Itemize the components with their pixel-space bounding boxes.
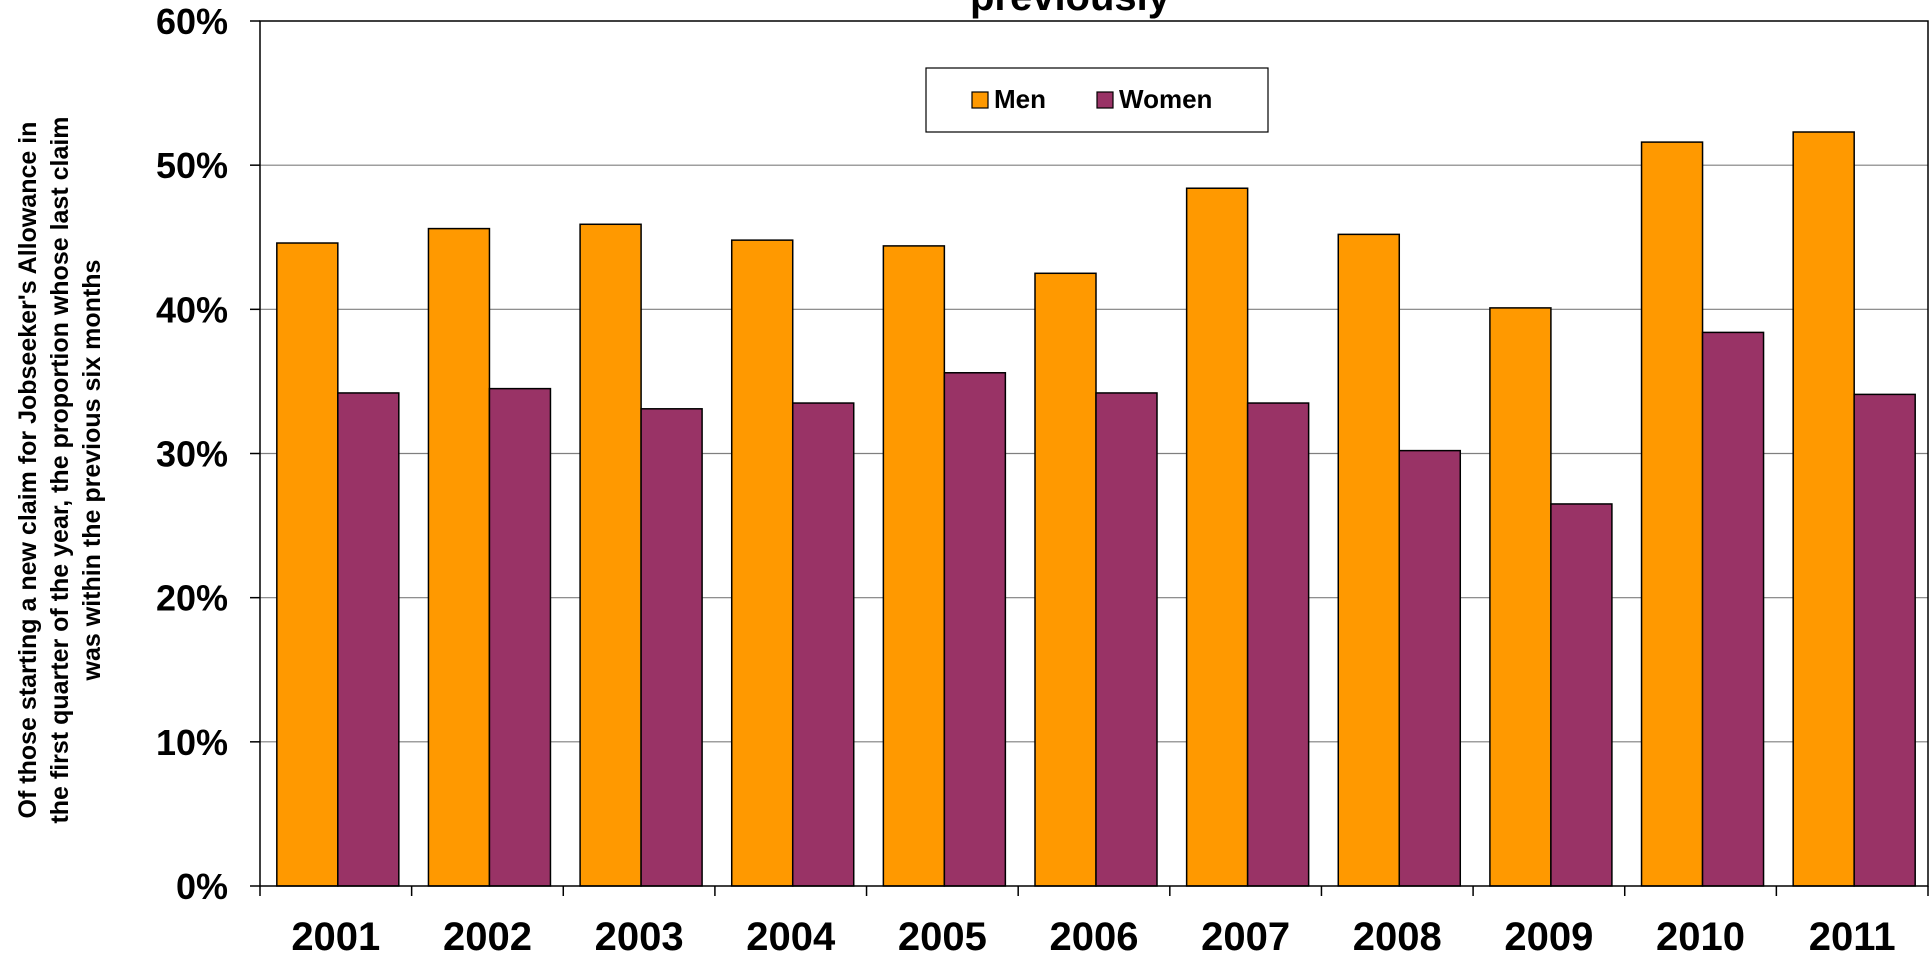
bars: [276, 131, 1916, 887]
y-axis-label-line: was within the previous six months: [78, 260, 106, 682]
chart-title: previously: [970, 0, 1171, 19]
y-tick-label: 0%: [176, 866, 228, 907]
x-tick-label: 2003: [595, 915, 684, 956]
y-axis-label-line: the first quarter of the year, the propo…: [46, 116, 74, 823]
x-tick-label: 2007: [1201, 915, 1290, 956]
legend-label-men: Men: [994, 84, 1046, 114]
bar-men-2007: [1185, 187, 1249, 887]
bar-men-2004: [730, 239, 794, 887]
y-tick-label: 10%: [156, 722, 228, 763]
x-tick-label: 2009: [1504, 915, 1593, 956]
bar-women-2001: [337, 392, 400, 887]
bar-women-2009: [1550, 503, 1613, 887]
legend-swatch-men: [971, 91, 989, 109]
x-tick-label: 2001: [291, 915, 380, 956]
y-tick-label: 20%: [156, 578, 228, 619]
bar-women-2008: [1398, 449, 1462, 887]
bar-men-2008: [1337, 233, 1401, 887]
y-axis-label: Of those starting a new claim for Jobsee…: [14, 116, 106, 823]
bar-women-2005: [943, 372, 1007, 887]
bar-women-2007: [1246, 402, 1310, 887]
x-tick-label: 2011: [1809, 915, 1896, 956]
bar-men-2001: [276, 242, 339, 887]
y-axis: 0% 10% 20% 30% 40% 50% 60%: [156, 1, 260, 907]
bar-women-2002: [488, 387, 552, 887]
y-tick-label: 30%: [156, 434, 228, 475]
bar-men-2002: [427, 227, 491, 887]
bar-women-2011: [1853, 393, 1916, 887]
bar-men-2009: [1489, 307, 1552, 887]
y-tick-label: 40%: [156, 289, 228, 330]
bar-women-2004: [791, 402, 855, 887]
x-tick-label: 2004: [746, 915, 836, 956]
y-tick-label: 60%: [156, 1, 228, 42]
bar-women-2006: [1095, 392, 1158, 887]
bar-men-2005: [882, 245, 946, 887]
y-tick-label: 50%: [156, 145, 228, 186]
x-tick-label: 2005: [898, 915, 987, 956]
x-tick-label: 2008: [1353, 915, 1442, 956]
bar-men-2011: [1792, 131, 1855, 887]
bar-women-2003: [640, 408, 703, 887]
legend: Men Women: [925, 67, 1269, 133]
x-tick-label: 2002: [443, 915, 532, 956]
bar-women-2010: [1701, 331, 1765, 887]
bar-men-2010: [1640, 141, 1704, 887]
bar-men-2006: [1034, 272, 1097, 887]
x-tick-label: 2010: [1656, 915, 1745, 956]
bar-men-2003: [579, 223, 642, 887]
legend-swatch-women: [1096, 91, 1114, 109]
y-axis-label-line: Of those starting a new claim for Jobsee…: [14, 122, 42, 819]
x-tick-label: 2006: [1050, 915, 1139, 956]
x-axis: 2001 2002 2003 2004 2005 2006 2007 2008 2009 2010…: [259, 886, 1929, 956]
legend-label-women: Women: [1119, 84, 1212, 114]
